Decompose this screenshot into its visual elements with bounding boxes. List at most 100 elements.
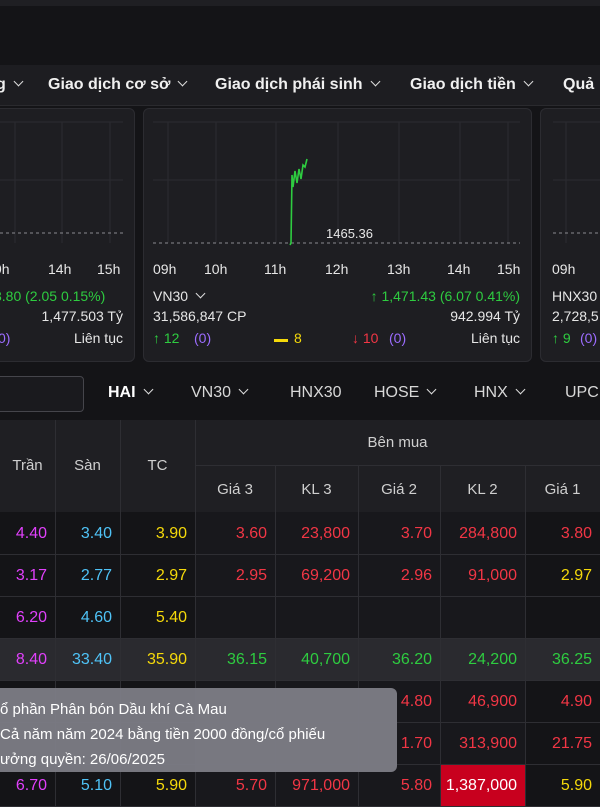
- cell-bg: [120, 597, 196, 638]
- column-header: KL 2: [467, 481, 498, 498]
- index-amount: 942.994 Tỷ: [450, 308, 520, 324]
- tab[interactable]: HOSE: [374, 384, 437, 401]
- index-volume: 2,728,5: [552, 308, 599, 324]
- price-cell: 6.70: [15, 777, 47, 794]
- table-border: [195, 420, 196, 512]
- time-label: 15h: [497, 261, 521, 277]
- tooltip: [0, 688, 397, 772]
- price-cell: 313,900: [459, 735, 517, 752]
- price-cell: 5.70: [235, 777, 267, 794]
- tab[interactable]: HNX: [474, 385, 526, 401]
- cell-bg: [195, 512, 276, 554]
- price-cell: 284,800: [459, 524, 517, 542]
- time-label: 15h: [97, 261, 121, 277]
- cell-bg: [440, 597, 526, 638]
- cell-bg: [120, 512, 196, 554]
- same-icon: [274, 339, 288, 342]
- dropdown-chevron: [426, 384, 437, 395]
- price-cell: 6.20: [15, 609, 47, 626]
- price-cell: 91,000: [468, 567, 517, 584]
- table-border: [120, 420, 121, 512]
- time-label: 14h: [447, 261, 471, 277]
- price-cell: 3.17: [15, 567, 47, 584]
- price-cell: 2.97: [560, 567, 592, 584]
- cell-bg: [275, 597, 359, 638]
- price-cell: 5.40: [155, 609, 187, 626]
- dropdown-chevron: [195, 288, 206, 299]
- price-cell: 5.10: [80, 777, 112, 794]
- index-name[interactable]: HNX30: [552, 288, 598, 304]
- table-border: [195, 465, 600, 466]
- table-border: [440, 465, 441, 512]
- count-zero: 0): [0, 330, 11, 346]
- nav-item[interactable]: Giao dịch phái sinh: [215, 76, 381, 93]
- table-border: [525, 465, 526, 512]
- price-cell: 69,200: [301, 567, 350, 584]
- cell-bg: [440, 639, 526, 680]
- price-cell: 36.20: [391, 651, 432, 668]
- index-name[interactable]: VN30: [153, 288, 206, 303]
- price-cell: 3.90: [155, 524, 187, 542]
- price-cell: 36.25: [551, 651, 592, 668]
- count-down: ↓ 10: [352, 330, 379, 346]
- dropdown-chevron: [143, 384, 154, 395]
- nav-bar: [0, 65, 600, 106]
- cell-bg: [55, 555, 121, 596]
- price-cell: 2.95: [235, 567, 267, 584]
- price-cell: 4.90: [560, 693, 592, 710]
- cell-bg: [275, 512, 359, 554]
- price-cell: 4.40: [15, 524, 47, 542]
- cell-bg: [525, 681, 600, 722]
- time-label: 11h: [264, 261, 287, 277]
- time-label: 09h: [153, 261, 177, 277]
- price-cell: 3.70: [400, 524, 432, 542]
- nav-item[interactable]: Quả: [563, 76, 595, 93]
- price-cell: 971,000: [292, 777, 350, 794]
- price-cell: 40,700: [301, 651, 350, 668]
- tab[interactable]: VN30: [191, 384, 249, 401]
- dropdown-chevron: [177, 76, 188, 87]
- cell-bg: [55, 512, 121, 554]
- cell-bg: [275, 555, 359, 596]
- time-label: 14h: [48, 261, 72, 277]
- column-header: KL 3: [301, 481, 332, 498]
- cell-bg: [55, 597, 121, 638]
- nav-item[interactable]: Giao dịch tiền: [410, 77, 534, 93]
- cell-bg: [440, 765, 526, 806]
- cell-bg: [440, 723, 526, 764]
- market-status: Liên tục: [470, 330, 520, 346]
- dropdown-chevron: [13, 76, 24, 87]
- cell-bg: [275, 639, 359, 680]
- tab[interactable]: HAI: [108, 384, 154, 401]
- dropdown-chevron: [238, 384, 249, 395]
- count-same: 8: [294, 330, 302, 346]
- index-amount: 1,477.503 Tỷ: [41, 308, 123, 324]
- cell-bg: [525, 765, 600, 806]
- column-header: TC: [147, 457, 168, 474]
- tab[interactable]: HNX30: [290, 384, 342, 401]
- index-card-right: [540, 108, 600, 362]
- price-cell: 1,387,000: [445, 777, 517, 794]
- dropdown-chevron: [370, 76, 381, 87]
- column-header: Giá 1: [544, 481, 581, 498]
- table-border: [275, 465, 276, 512]
- search-input[interactable]: [0, 376, 84, 412]
- count-up: ↑ 9: [552, 330, 571, 346]
- card-charts: [0, 121, 600, 246]
- index-volume: 31,586,847 CP: [153, 308, 247, 324]
- tooltip-line: ưởng quyền: 26/06/2025: [0, 751, 166, 768]
- cell-bg: [440, 512, 526, 554]
- price-cell: 24,200: [468, 651, 517, 668]
- price-cell: 4.60: [80, 609, 112, 626]
- reference-line: [0, 232, 600, 244]
- index-card-left: [0, 108, 135, 362]
- price-cell: 5.90: [155, 777, 187, 794]
- cell-bg: [120, 555, 196, 596]
- price-cell: 35.90: [146, 651, 187, 668]
- index-change: 3.80 (2.05 0.15%): [0, 288, 106, 304]
- tabs-bar: [0, 367, 600, 420]
- tab[interactable]: UPC: [565, 384, 599, 401]
- nav-item[interactable]: Giao dịch cơ sở: [48, 76, 188, 93]
- nav-item[interactable]: g: [0, 76, 24, 93]
